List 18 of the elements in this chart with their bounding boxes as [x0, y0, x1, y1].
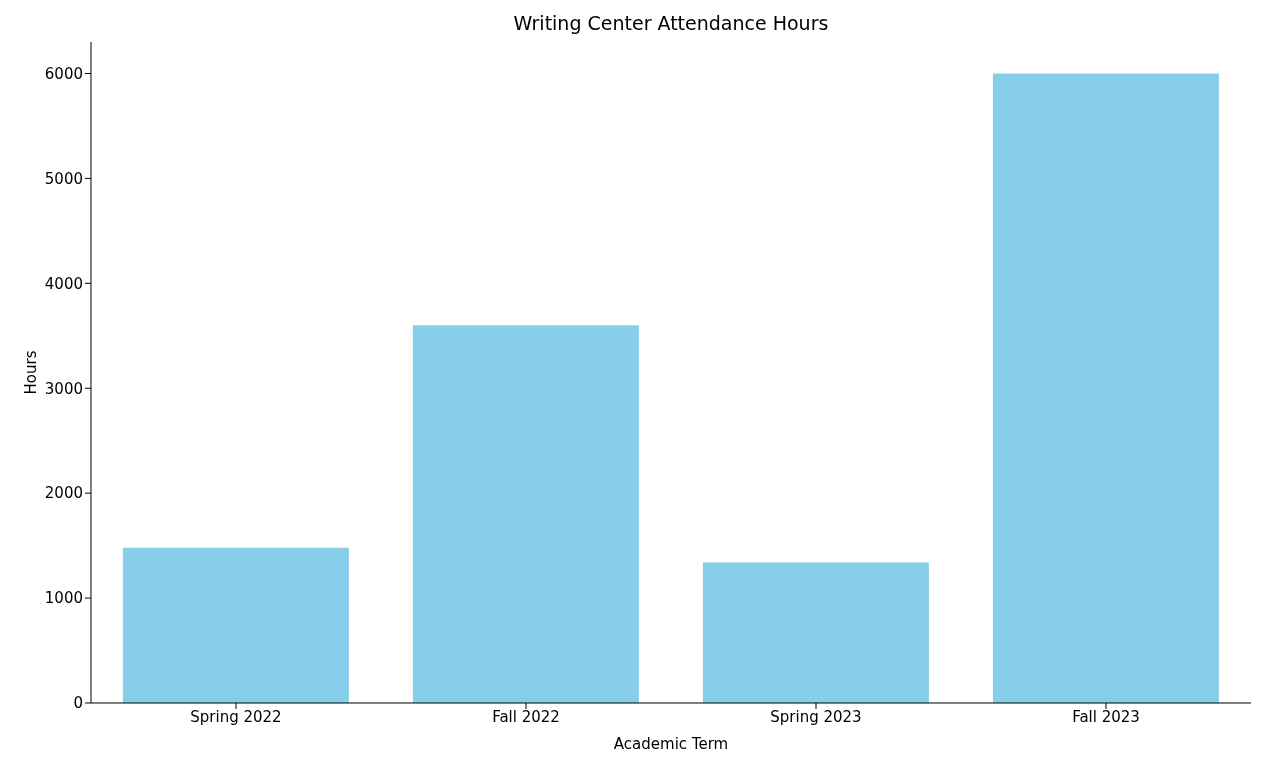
- bar: [702, 562, 929, 703]
- x-tick-label: Spring 2023: [770, 707, 862, 726]
- x-tick-label: Fall 2023: [1072, 707, 1140, 726]
- y-tick-label: 3000: [44, 379, 83, 398]
- y-axis-title: Hours: [22, 350, 41, 395]
- y-tick-label: 4000: [44, 274, 83, 293]
- bar: [992, 73, 1219, 703]
- x-tick-label: Spring 2022: [190, 707, 282, 726]
- x-axis-title: Academic Term: [613, 735, 729, 753]
- x-tick-label: Fall 2022: [492, 707, 560, 726]
- bar: [412, 325, 639, 703]
- y-tick-label: 5000: [44, 169, 83, 188]
- chart-title: Writing Center Attendance Hours: [512, 12, 830, 34]
- bar: [122, 547, 349, 703]
- y-tick-label: 1000: [44, 589, 83, 608]
- y-tick-label: 0: [73, 694, 83, 713]
- y-tick-label: 2000: [44, 484, 83, 503]
- y-tick-label: 6000: [44, 64, 83, 83]
